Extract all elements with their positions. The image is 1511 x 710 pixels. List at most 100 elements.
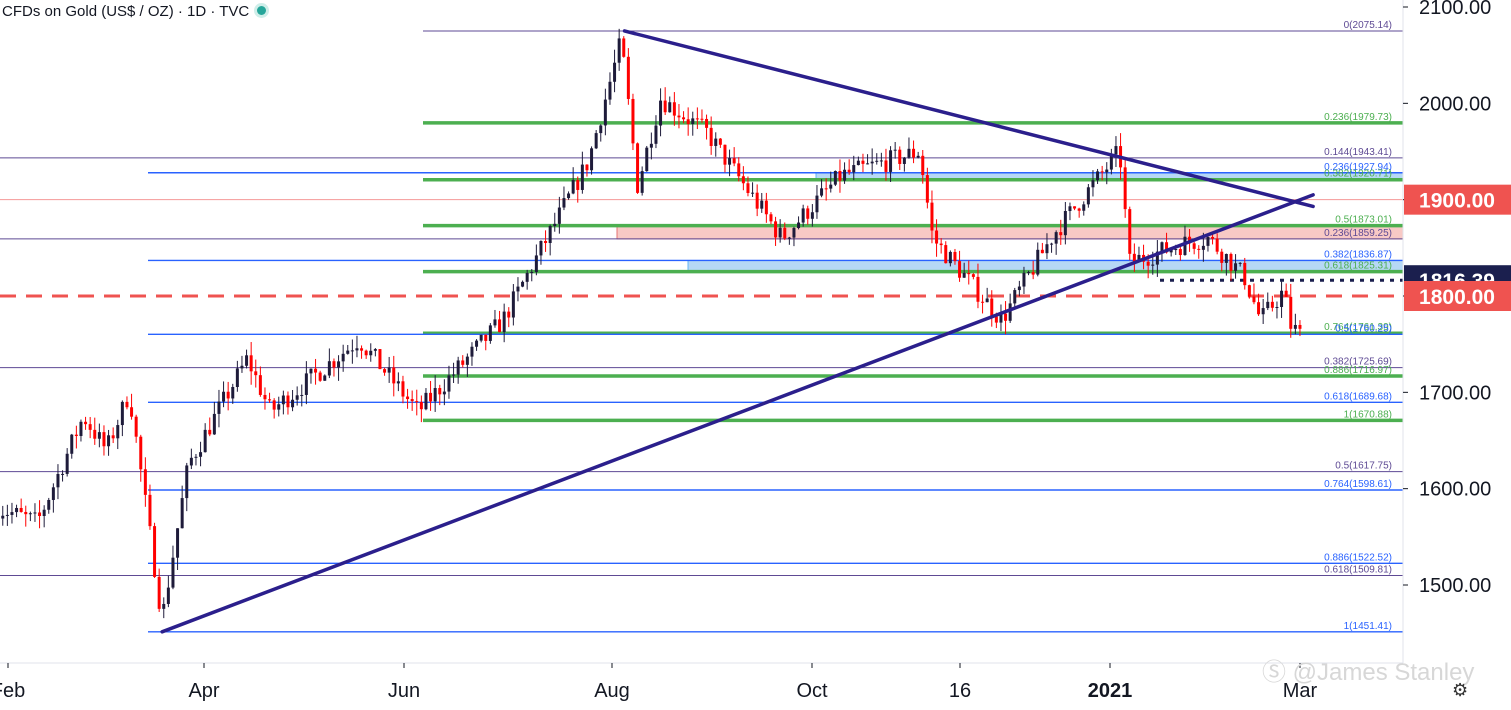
candle-body (456, 360, 460, 375)
candle-body (47, 499, 51, 510)
symbol-title: CFDs on Gold (US$ / OZ) · 1D · TVC (2, 3, 250, 20)
fib-label-2: 0.144(1943.41) (1324, 147, 1392, 158)
candle-body (967, 272, 971, 275)
candle-body (1197, 248, 1201, 250)
candle-body (925, 175, 929, 203)
candle-body (856, 160, 860, 166)
candle-body (1086, 187, 1090, 205)
candle-body (976, 276, 980, 302)
candle-body (898, 149, 902, 164)
price-label-2: 1800.00 (1419, 286, 1495, 309)
candle-body (1192, 243, 1196, 249)
candle-body (737, 163, 741, 177)
candle-body (1266, 301, 1270, 309)
candle-body (571, 180, 575, 194)
candle-body (419, 402, 423, 410)
candle-body (971, 274, 975, 277)
candle-body (562, 198, 566, 208)
candle-body (1027, 272, 1031, 274)
candle-body (88, 424, 92, 430)
candle-body (24, 511, 28, 515)
x-tick-label-3: Aug (594, 680, 630, 702)
candle-body (258, 375, 262, 395)
candle-body (291, 399, 295, 408)
candle-body (511, 291, 515, 318)
candle-body (691, 118, 695, 125)
candle-body (38, 512, 42, 517)
candle-body (613, 62, 617, 82)
candle-body (1224, 253, 1228, 263)
candle-body (548, 225, 552, 244)
fib-label-3: 0.236(1927.94) (1324, 162, 1392, 173)
candle-body (277, 404, 281, 410)
candle-body (364, 350, 368, 356)
candle-body (893, 149, 897, 151)
candle-body (1261, 308, 1265, 315)
candle-body (166, 587, 170, 604)
candle-body (355, 348, 359, 351)
candle-body (79, 421, 83, 437)
candle-body (594, 133, 598, 149)
candle-body (824, 188, 828, 190)
candle-body (723, 144, 727, 165)
fib-label-0: 0(2075.14) (1344, 20, 1392, 31)
candle-body (148, 494, 152, 527)
candle-body (1280, 290, 1284, 307)
candle-body (28, 513, 32, 515)
y-tick-label-6: 1500.00 (1419, 575, 1491, 597)
candle-body (732, 158, 736, 164)
candle-body (185, 465, 189, 499)
candle-body (203, 429, 207, 453)
candle-body (576, 180, 580, 190)
x-tick-label-4: Oct (796, 680, 828, 702)
candle-body (1059, 232, 1063, 236)
candle-body (42, 509, 46, 517)
y-tick-label-4: 1700.00 (1419, 382, 1491, 404)
candle-body (226, 391, 230, 399)
candle-body (852, 165, 856, 173)
candle-body (755, 192, 759, 209)
candle-body (1068, 206, 1072, 212)
candle-body (1229, 253, 1233, 271)
candle-body (424, 392, 428, 410)
candle-body (341, 353, 345, 362)
candle-body (323, 375, 327, 381)
candle-body (539, 241, 543, 256)
y-tick-label-5: 1600.00 (1419, 479, 1491, 501)
candle-body (921, 155, 925, 176)
candle-body (5, 514, 9, 516)
candle-body (1165, 242, 1169, 253)
candle-body (143, 469, 147, 495)
candle-body (318, 372, 322, 381)
candle-body (1238, 262, 1242, 264)
chart-header: CFDs on Gold (US$ / OZ) · 1D · TVC (2, 3, 267, 20)
candle-body (180, 498, 184, 529)
candle-body (741, 176, 745, 184)
candle-body (1257, 302, 1261, 315)
candle-body (778, 227, 782, 238)
candle-body (171, 557, 175, 588)
candle-body (1100, 171, 1104, 173)
x-tick-label-6: 2021 (1088, 680, 1133, 702)
candle-body (962, 272, 966, 278)
candle-body (994, 316, 998, 323)
candle-body (116, 425, 120, 439)
candle-body (580, 164, 584, 190)
candle-body (1128, 209, 1132, 254)
candle-body (728, 158, 732, 165)
candle-body (102, 432, 106, 447)
candle-body (829, 184, 833, 189)
price-label-0: 1900.00 (1419, 190, 1495, 213)
candle-body (337, 361, 341, 368)
price-label-bg-0 (1404, 184, 1511, 215)
candle-body (1252, 296, 1256, 303)
candle-body (65, 453, 69, 474)
candle-body (649, 143, 653, 148)
candle-body (847, 169, 851, 173)
gear-icon[interactable]: ⚙ (1452, 680, 1469, 700)
candle-body (1063, 211, 1067, 236)
candle-body (1293, 324, 1297, 329)
candle-body (309, 368, 313, 374)
